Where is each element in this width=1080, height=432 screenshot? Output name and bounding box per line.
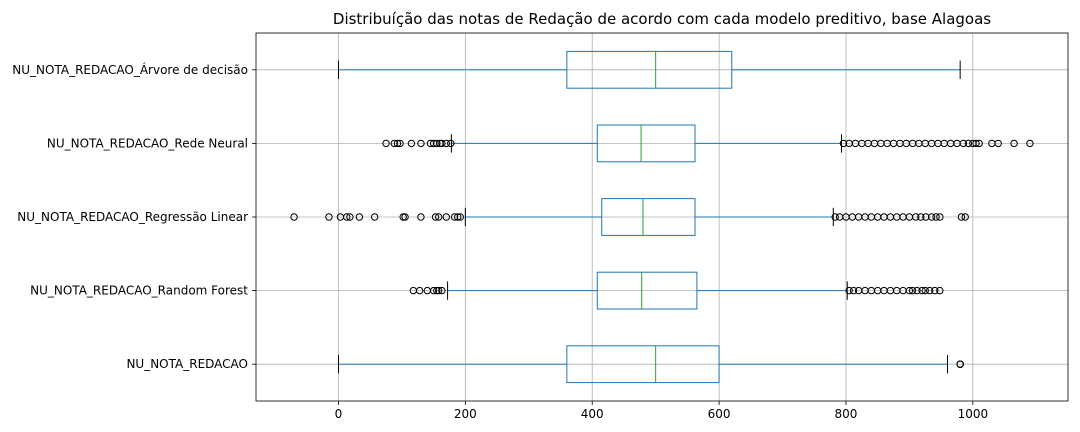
outlier-point [433, 286, 441, 295]
outlier-point [454, 213, 462, 221]
outlier-point [401, 213, 409, 221]
outlier-point [438, 139, 446, 148]
outlier-point [343, 213, 351, 221]
outlier-point [290, 213, 298, 221]
outlier-point [417, 213, 425, 221]
box-group [337, 345, 964, 384]
outlier-point [912, 213, 920, 221]
outlier-point [435, 286, 443, 295]
outlier-point [849, 286, 858, 295]
x-tick-label: 0 [335, 407, 343, 421]
outlier-point [905, 286, 914, 295]
outlier-point [438, 286, 446, 295]
boxes [290, 50, 1034, 384]
outlier-point [936, 213, 944, 221]
x-tick-label: 400 [581, 407, 604, 421]
outlier-point [415, 286, 424, 295]
outlier-point [417, 139, 425, 148]
box-iqr [566, 345, 720, 384]
outlier-point [442, 139, 451, 148]
outlier-point [961, 213, 969, 221]
outlier-point [926, 286, 934, 295]
outlier-point [975, 139, 983, 148]
chart-title: Distribuíção das notas de Redação de aco… [333, 10, 991, 28]
outlier-point [442, 213, 451, 221]
outlier-point [964, 139, 973, 148]
plot-frame [255, 32, 1069, 402]
outlier-point [922, 213, 930, 221]
y-tick-label: NU_NOTA_REDACAO_Rede Neural [47, 136, 248, 150]
box-iqr [601, 198, 696, 236]
y-tick-label: NU_NOTA_REDACAO [126, 357, 248, 371]
outlier-point [431, 213, 440, 221]
outlier-point [917, 213, 925, 221]
outlier-point [936, 286, 944, 295]
outlier-point [927, 213, 936, 221]
outlier-point [921, 286, 929, 295]
y-tick-label: NU_NOTA_REDACAO_Árvore de decisão [12, 62, 248, 77]
outlier-point [382, 139, 390, 148]
outlier-point [845, 286, 853, 295]
y-tick-label: NU_NOTA_REDACAO_Regressão Linear [17, 210, 248, 224]
y-tick-label: NU_NOTA_REDACAO_Random Forest [30, 284, 248, 298]
outlier-point [956, 360, 964, 368]
outlier-point [433, 139, 441, 148]
outlier-point [447, 139, 455, 148]
outlier-point [399, 213, 407, 221]
axes: 0 200 400 600 800 1000 NU_NOTA_REDACAO NU_NOTA_… [12, 32, 1069, 421]
box-group [337, 50, 961, 89]
outlier-point [839, 139, 848, 148]
outlier-point [393, 139, 402, 148]
x-tick-label: 600 [708, 407, 731, 421]
box-group [409, 271, 944, 310]
x-tick-label: 1000 [958, 407, 989, 421]
outlier-point [994, 139, 1002, 148]
outlier-point [918, 286, 926, 295]
x-tick-label: 800 [835, 407, 858, 421]
outlier-point [831, 213, 839, 221]
outlier-point [957, 213, 966, 221]
outlier-point [931, 286, 939, 295]
outlier-point [346, 213, 354, 221]
outlier-point [913, 286, 921, 295]
outlier-point [959, 139, 968, 148]
outlier-point [435, 213, 443, 221]
outlier-point [390, 139, 398, 148]
box-iqr [566, 50, 733, 89]
outlier-point [456, 213, 464, 221]
x-tick-label: 200 [454, 407, 477, 421]
box-iqr [596, 124, 696, 163]
outlier-point [908, 286, 917, 295]
box-group [382, 124, 1034, 163]
outlier-point [1026, 139, 1034, 148]
outlier-point [407, 139, 416, 148]
outlier-point [932, 213, 940, 221]
outlier-point [370, 213, 379, 221]
outlier-point [355, 213, 364, 221]
box-iqr [596, 271, 698, 310]
outlier-point [1010, 139, 1018, 148]
outlier-point [325, 213, 333, 221]
outlier-point [396, 139, 404, 148]
outlier-point [429, 286, 438, 295]
outlier-point [450, 213, 459, 221]
outlier-point [972, 139, 980, 148]
box-group [290, 198, 969, 236]
